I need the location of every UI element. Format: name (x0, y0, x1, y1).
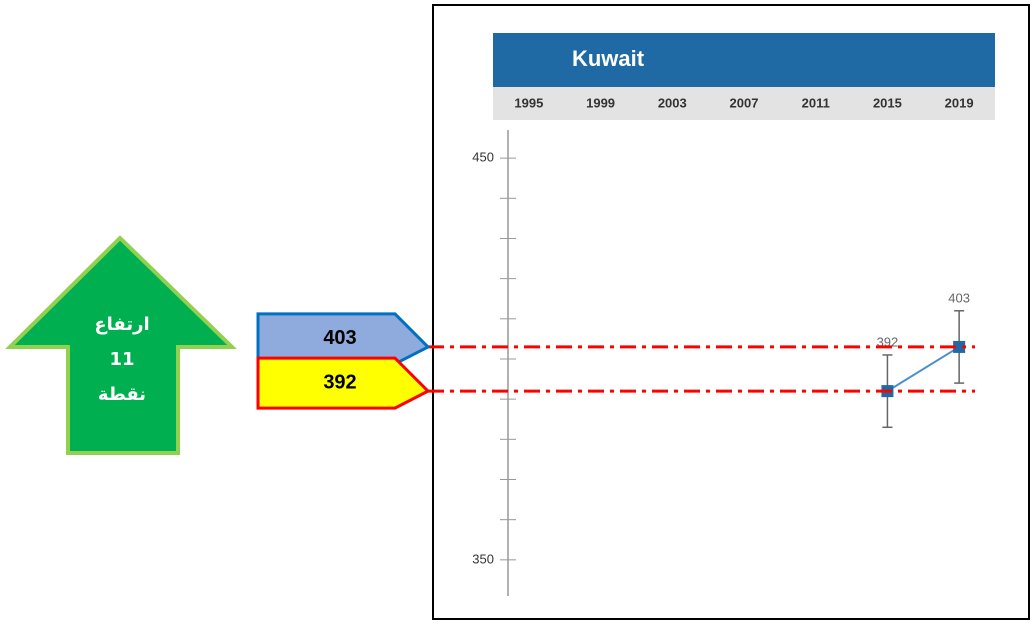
series-line (886, 346, 960, 392)
y-tick-label: 350 (472, 551, 494, 566)
callout-label: 403 (323, 327, 356, 349)
x-tick-label: 2015 (873, 95, 902, 110)
arrow-label: 11 (109, 349, 134, 370)
up-arrow (5, 235, 237, 455)
data-label: 403 (948, 290, 970, 305)
x-tick-label: 1995 (514, 95, 543, 110)
x-tick-label: 2007 (730, 95, 759, 110)
callout-box (256, 312, 431, 366)
x-tick-label: 2003 (658, 95, 687, 110)
chart-title: Kuwait (572, 46, 645, 71)
title-band (493, 33, 995, 87)
year-band (493, 87, 995, 120)
callout-label: 392 (323, 371, 356, 393)
y-tick-label: 450 (472, 150, 494, 165)
arrow-label: ارتفاع (94, 314, 149, 335)
x-tick-label: 2019 (945, 95, 974, 110)
data-point (953, 340, 966, 353)
x-tick-label: 2011 (802, 95, 830, 110)
arrow-label: نقطة (98, 384, 146, 405)
x-tick-label: 1999 (586, 95, 615, 110)
callout-box (256, 356, 431, 410)
